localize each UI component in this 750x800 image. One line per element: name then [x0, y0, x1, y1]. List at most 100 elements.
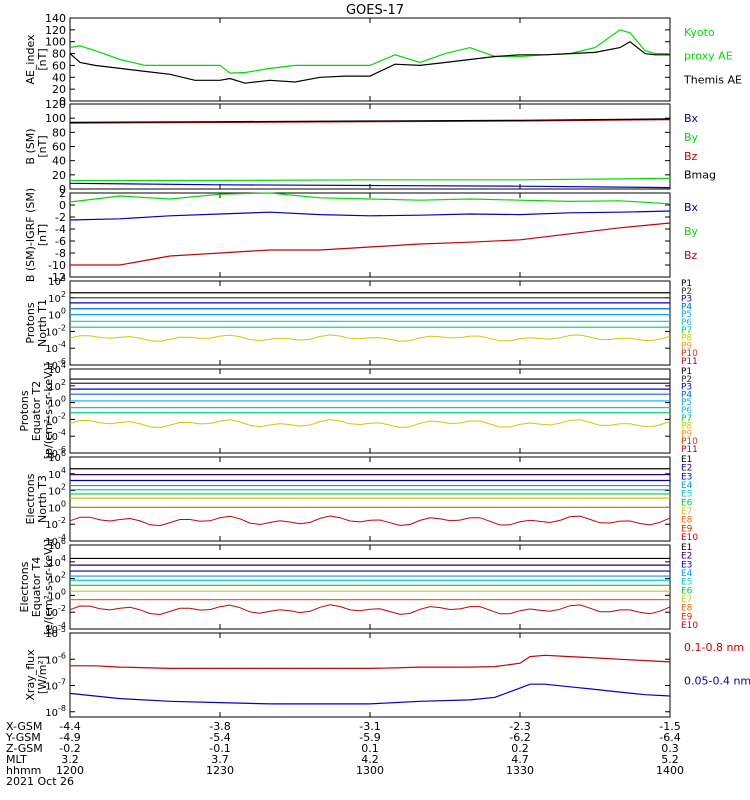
y-axis-label: [e/(cm²-s-sr-keV)]	[42, 539, 55, 635]
legend-entry: 0.1-0.8 nm	[684, 641, 744, 654]
legend-entry: E10	[681, 621, 698, 631]
x-axis-value: 1300	[356, 764, 384, 777]
y-axis-label: B (SM)-IGRF (SM)	[24, 188, 37, 282]
y-tick-label: 10-4	[45, 340, 66, 355]
y-tick-label: 0	[59, 95, 66, 108]
legend-entry: Bmag	[684, 169, 716, 182]
panel-frame	[69, 280, 671, 366]
y-tick-label: 10-8	[45, 704, 66, 719]
series-line	[69, 40, 670, 84]
series-line	[69, 192, 671, 205]
x-axis-value: 1330	[506, 764, 534, 777]
flux-channel-noisy-line	[69, 604, 671, 616]
y-tick-label: 0	[59, 199, 66, 212]
legend-entry: E7	[681, 595, 692, 605]
x-axis-value: -1.5	[659, 720, 680, 733]
series-line	[70, 654, 671, 670]
y-tick-label: 100	[48, 587, 66, 602]
y-tick-label: 102	[48, 483, 66, 498]
legend-entry: P4	[681, 302, 692, 312]
y-tick-label: 80	[52, 48, 66, 61]
y-tick-label: 102	[48, 571, 66, 586]
legend-entry: Bx	[684, 112, 699, 125]
legend-entry: E5	[681, 578, 692, 588]
x-axis-value: -5.4	[209, 731, 230, 744]
y-tick-label: 10-6	[45, 357, 66, 372]
y-tick-label: 20	[52, 169, 66, 182]
legend-entry: E9	[681, 612, 693, 622]
series-line	[69, 119, 671, 124]
x-axis-value: 5.2	[661, 753, 679, 766]
legend-entry: P11	[681, 445, 698, 455]
y-axis-label: Electrons	[24, 473, 37, 524]
y-tick-label: -8	[55, 247, 66, 260]
y-tick-label: 40	[52, 71, 66, 84]
y-tick-label: 102	[48, 378, 66, 393]
legend-entry: Themis AE	[683, 73, 742, 86]
x-axis-value: -4.4	[59, 720, 80, 733]
y-axis-label: [nT]	[36, 135, 49, 157]
legend-entry: E3	[681, 560, 692, 570]
legend-entry: Bz	[684, 150, 698, 163]
x-axis-row-label: X-GSM	[6, 720, 42, 733]
y-axis-label: Xray_flux	[24, 649, 37, 701]
y-tick-label: 20	[52, 83, 66, 96]
series-line	[69, 683, 671, 705]
y-tick-label: 10-4	[45, 621, 66, 636]
date-label: 2021 Oct 26	[6, 775, 74, 788]
x-axis-value: 3.7	[211, 753, 229, 766]
y-tick-label: 104	[48, 361, 66, 376]
legend-entry: P2	[681, 375, 692, 385]
y-tick-label: 10-4	[45, 533, 66, 548]
panel-frame	[69, 192, 671, 278]
legend-entry: P10	[681, 349, 698, 359]
x-axis-value: 1400	[656, 764, 684, 777]
y-tick-label: -4	[55, 223, 66, 236]
y-tick-label: 80	[52, 126, 66, 139]
panel-frame	[69, 368, 671, 454]
y-axis-label: B (SM)	[24, 128, 37, 164]
legend-entry: P6	[681, 318, 692, 328]
x-axis-value: 1200	[56, 764, 84, 777]
legend-entry: E1	[681, 543, 692, 553]
y-tick-label: 100	[45, 36, 66, 49]
y-tick-label: 140	[45, 12, 66, 25]
flux-channel-noisy-line	[69, 334, 671, 342]
legend-entry: By	[684, 131, 699, 144]
y-tick-label: 104	[48, 466, 66, 481]
legend-entry: proxy AE	[684, 50, 733, 63]
legend-entry: E8	[681, 516, 693, 526]
series-line	[69, 210, 671, 221]
x-axis-value: 0.2	[511, 742, 529, 755]
legend-entry: E6	[681, 586, 693, 596]
x-axis-value: -6.2	[509, 731, 530, 744]
legend-entry: E5	[681, 490, 692, 500]
y-tick-label: 60	[52, 59, 66, 72]
legend-entry: E4	[681, 481, 693, 491]
y-tick-label: 10-2	[45, 323, 66, 338]
y-tick-label: 100	[45, 112, 66, 125]
y-axis-label: AE_index	[24, 34, 37, 85]
x-axis-value: -3.1	[359, 720, 380, 733]
legend-entry: P8	[681, 422, 692, 432]
y-tick-label: 106	[48, 449, 66, 464]
x-axis-value: 4.2	[361, 753, 379, 766]
panel-frame	[69, 456, 671, 542]
flux-channel-noisy-line	[69, 515, 671, 527]
y-axis-label: Protons	[18, 390, 31, 431]
legend-entry: P7	[681, 414, 692, 424]
legend-entry: P3	[681, 383, 692, 393]
y-tick-label: 102	[48, 290, 66, 305]
x-axis-row-label: Y-GSM	[5, 731, 41, 744]
y-tick-label: 120	[45, 24, 66, 37]
y-tick-label: 106	[48, 537, 66, 552]
y-tick-label: 10-6	[45, 651, 66, 666]
x-axis-value: -5.9	[359, 731, 380, 744]
x-axis-value: 0.1	[361, 742, 379, 755]
y-tick-label: 104	[48, 554, 66, 569]
